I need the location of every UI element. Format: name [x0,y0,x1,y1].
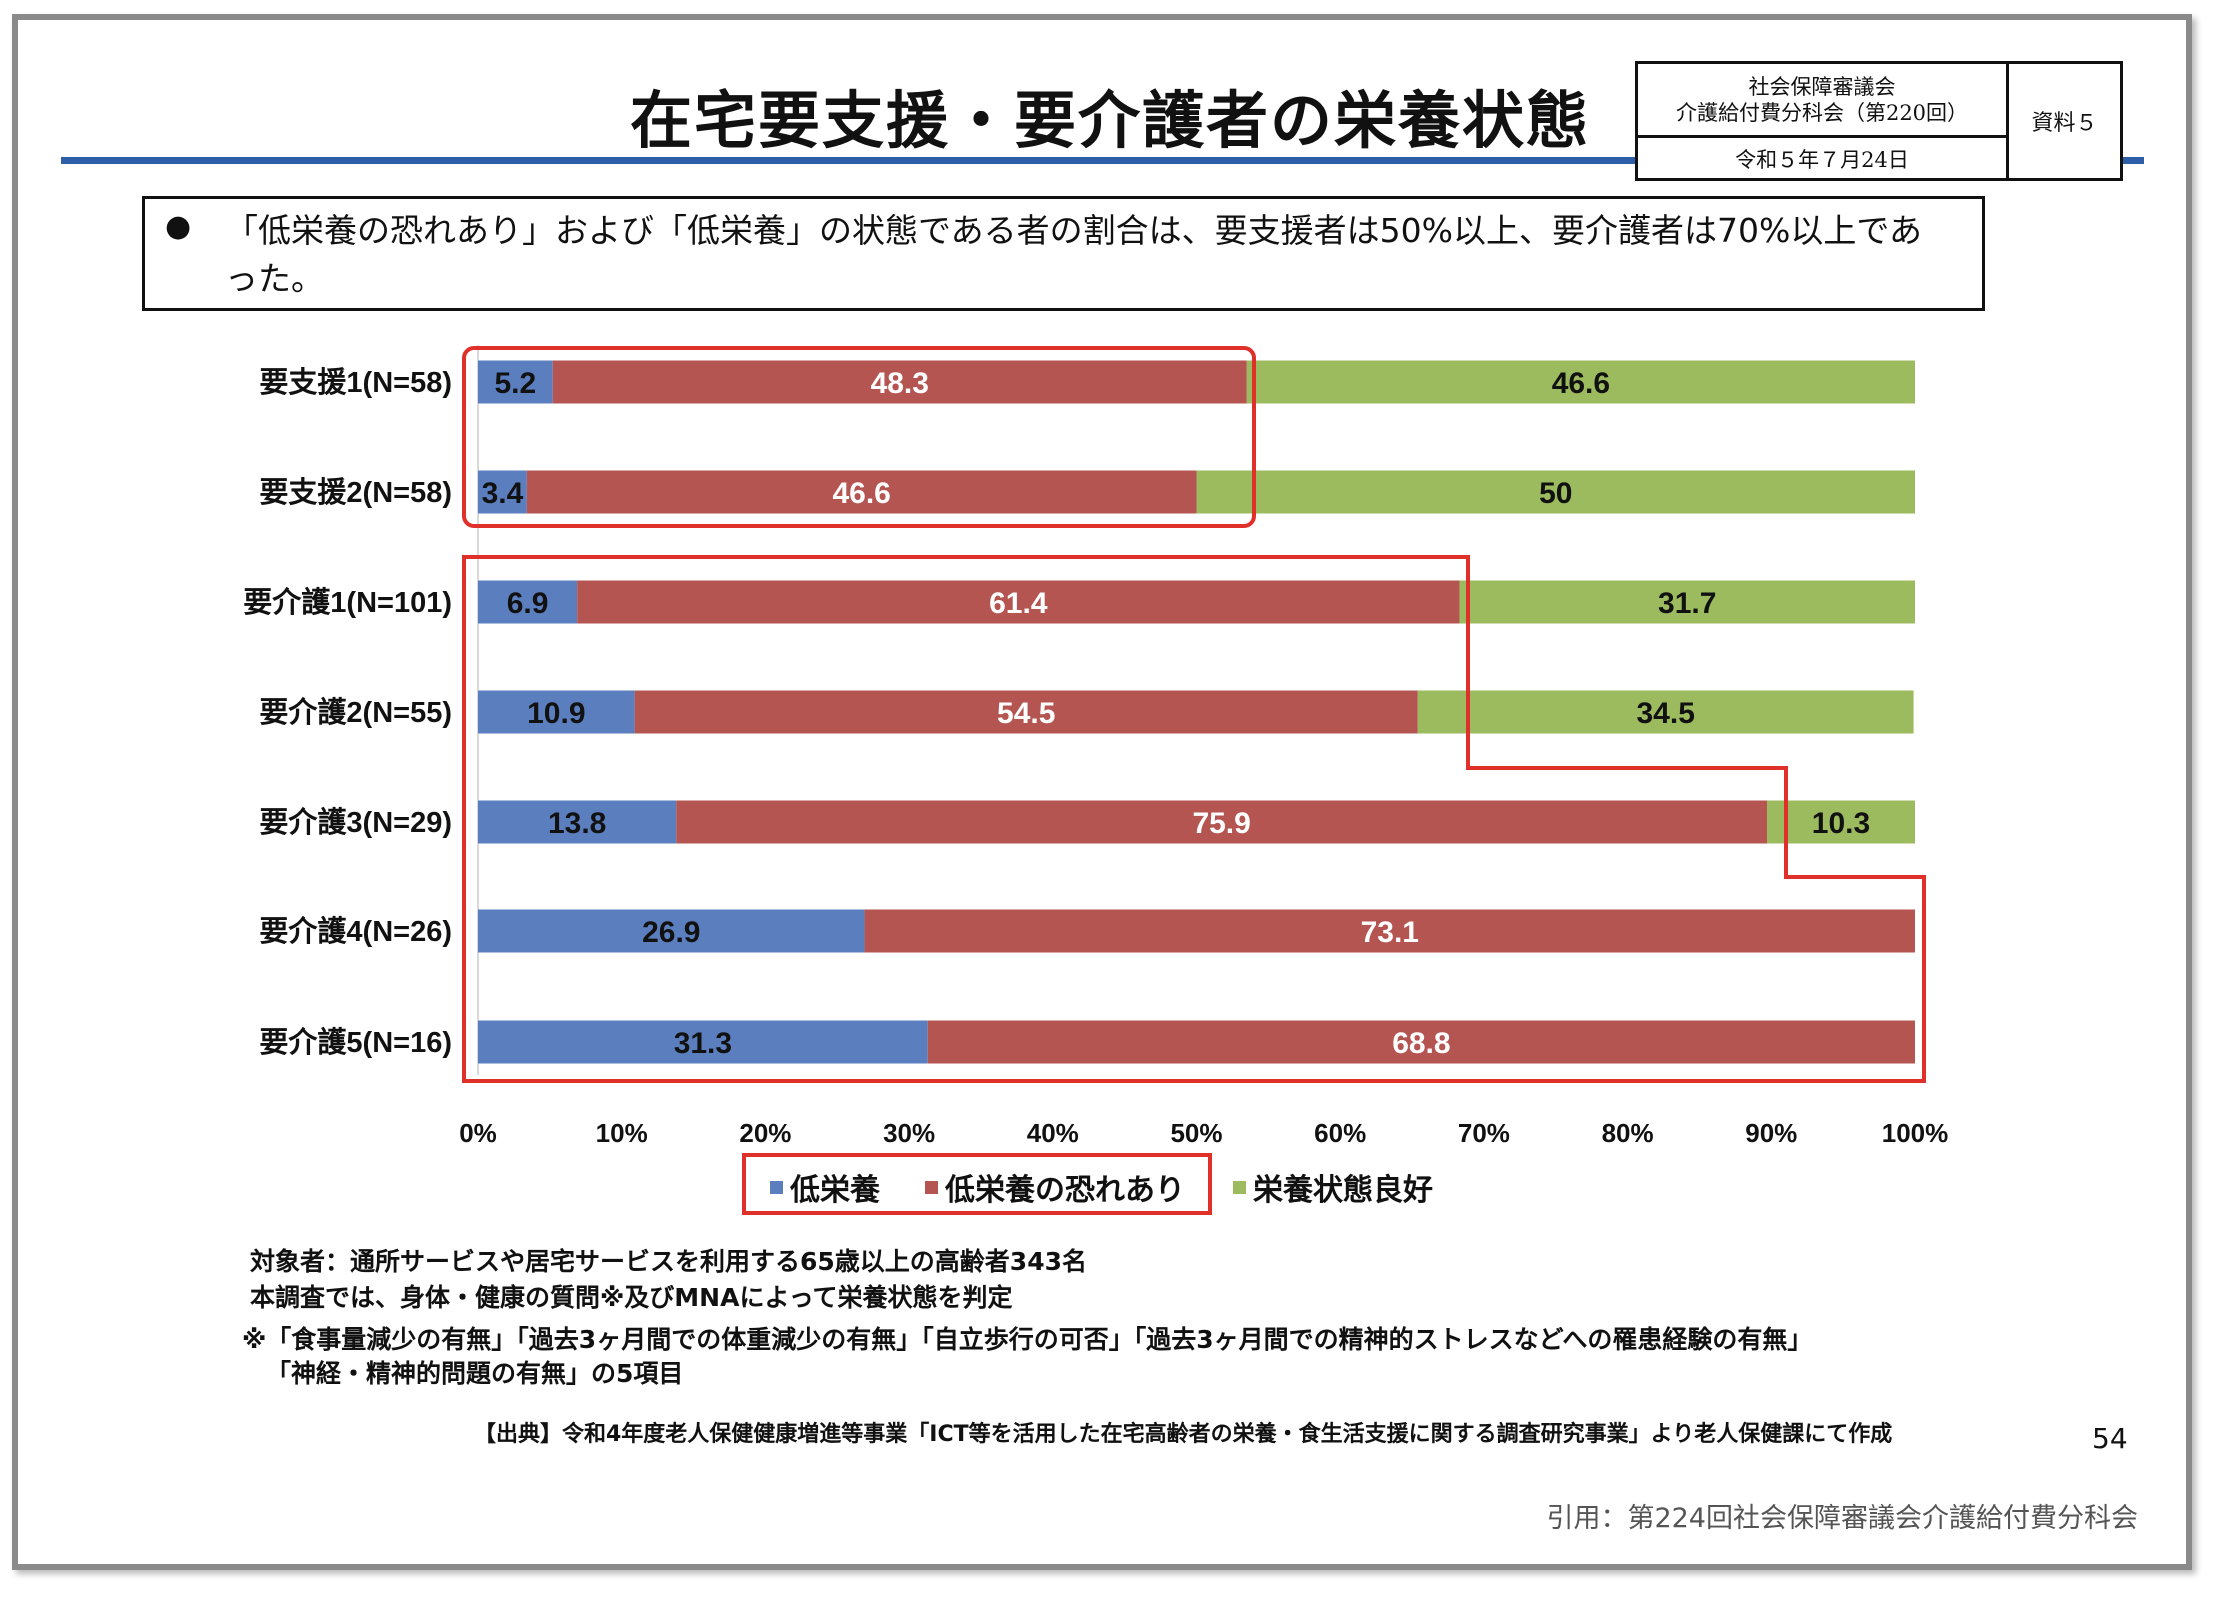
category-label: 要介護3(N=29) [259,805,452,839]
x-tick-label: 100% [1882,1118,1949,1148]
bar-risk [577,580,1460,624]
data-label: 31.3 [674,1027,732,1060]
data-label: 34.5 [1636,697,1694,730]
bar-low [478,800,677,844]
data-label: 26.9 [642,916,700,949]
data-label: 10.9 [527,697,585,730]
data-label: 61.4 [989,587,1048,620]
bar-good [1417,690,1914,734]
data-label: 5.2 [495,367,537,400]
bar-good [1196,470,1915,514]
bar-risk [526,470,1197,514]
bar-risk [634,690,1418,734]
page-title: 在宅要支援・要介護者の栄養状態 [629,84,1590,157]
note-items: ※「食事量減少の有無」「過去3ヶ月間での体重減少の有無」「自立歩行の可否」「過去… [242,1325,1813,1354]
data-label: 75.9 [1192,807,1250,840]
summary-box: ● 「低栄養の恐れあり」および「低栄養」の状態である者の割合は、要支援者は50%… [142,196,1985,311]
category-label: 要支援2(N=58) [259,476,452,509]
data-label: 48.3 [871,367,929,400]
meeting-info-left: 社会保障審議会 介護給付費分科会（第220回） 令和５年７月24日 [1638,64,2009,178]
data-label: 6.9 [507,587,549,620]
title-underline [61,157,2144,164]
legend-label: 低栄養の恐れあり [944,1174,1185,1207]
category-label: 要介護1(N=101) [243,585,452,619]
x-tick-label: 70% [1458,1118,1510,1148]
data-label: 50 [1539,477,1572,510]
legend-label: 栄養状態良好 [1253,1173,1433,1207]
meeting-line1: 社会保障審議会 [1748,75,1896,99]
x-tick-label: 20% [739,1118,791,1148]
bar-risk [676,800,1767,844]
meeting-line2: 介護給付費分科会（第220回） [1675,101,1969,125]
category-label: 要支援1(N=58) [259,366,452,399]
legend-swatch-risk [925,1181,938,1194]
data-label: 68.8 [1392,1027,1450,1060]
bar-risk [927,1020,1915,1064]
category-label: 要介護4(N=26) [259,914,452,948]
bar-good [1766,800,1915,844]
bar-low [478,580,578,624]
data-label: 46.6 [1552,367,1610,400]
x-tick-label: 10% [596,1118,648,1148]
page-number: 54 [2092,1422,2128,1455]
data-label: 31.7 [1658,587,1716,620]
x-tick-label: 30% [883,1118,935,1148]
legend-swatch-good [1233,1181,1246,1194]
highlight-box-care [462,555,1926,1083]
x-tick-label: 0% [459,1118,497,1148]
summary-text: 「低栄養の恐れあり」および「低栄養」の状態である者の割合は、要支援者は50%以上… [225,211,1923,298]
note-items-cont: 「神経・精神的問題の有無」の5項目 [266,1359,684,1388]
meeting-date: 令和５年７月24日 [1735,148,1909,172]
bar-good [1246,360,1915,404]
stacked-bar-chart: 要支援1(N=58) 5.2 48.3 46.6 要支援2(N=58) 3.4 46.6 50… [243,345,1949,1215]
source-note: 【出典】令和4年度老人保健健康増進等事業「ICT等を活用した在宅高齢者の栄養・食… [474,1422,1893,1447]
data-label: 3.4 [482,477,524,510]
document-number: 資料５ [2031,111,2098,136]
data-label: 13.8 [548,807,606,840]
data-label: 54.5 [997,697,1055,730]
x-tick-label: 90% [1745,1118,1797,1148]
meeting-name: 社会保障審議会 介護給付費分科会（第220回） [1638,64,2006,138]
data-label: 10.3 [1812,807,1870,840]
bar-risk [552,360,1247,404]
data-label: 46.6 [832,477,890,510]
bar-low [478,1020,928,1064]
category-label: 要介護2(N=55) [259,695,452,729]
x-tick-label: 60% [1314,1118,1366,1148]
bar-risk [864,909,1915,953]
bar-low [478,909,865,953]
bar-low [478,690,635,734]
citation: 引用：第224回社会保障審議会介護給付費分科会 [1546,1503,2138,1534]
x-tick-label: 80% [1602,1118,1654,1148]
bullet-icon: ● [165,209,192,244]
note-method: 本調査では、身体・健康の質問※及びMNAによって栄養状態を判定 [250,1283,1013,1312]
legend-swatch-low [770,1181,783,1194]
slide-frame [12,14,2192,1570]
x-tick-label: 40% [1027,1118,1079,1148]
note-target: 対象者：通所サービスや居宅サービスを利用する65歳以上の高齢者343名 [250,1247,1087,1276]
meeting-info-box: 社会保障審議会 介護給付費分科会（第220回） 令和５年７月24日 資料５ [1635,61,2123,181]
legend-label: 低栄養 [789,1174,880,1207]
legend-highlight-box [742,1153,1212,1215]
bar-low [478,360,553,404]
category-label: 要介護5(N=16) [259,1025,452,1059]
bar-good [1459,580,1915,624]
highlight-box-support [462,346,1256,528]
x-tick-label: 50% [1170,1118,1222,1148]
bar-low [478,470,527,514]
data-label: 73.1 [1361,916,1419,949]
